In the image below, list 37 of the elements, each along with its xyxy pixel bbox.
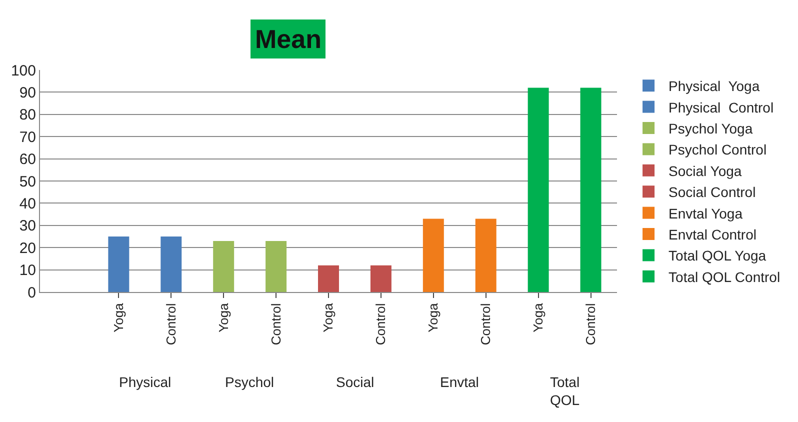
y-tick-label: 50 bbox=[19, 173, 36, 190]
y-tick-label: 0 bbox=[28, 284, 36, 302]
legend-label: Envtal Yoga bbox=[668, 205, 743, 222]
legend-label: Total QOL Control bbox=[668, 268, 780, 285]
x-tick-label: Yoga bbox=[216, 302, 231, 332]
legend-label: Psychol Yoga bbox=[668, 120, 753, 136]
x-tick-label: Control bbox=[478, 303, 494, 346]
y-tick-label: 10 bbox=[19, 262, 36, 280]
x-tick-label: Control bbox=[582, 303, 598, 346]
y-tick-label: 70 bbox=[19, 128, 36, 146]
legend-label: Psychol Control bbox=[668, 142, 767, 158]
y-tick-label: 30 bbox=[19, 218, 36, 235]
legend-label: Social Control bbox=[668, 184, 756, 200]
x-tick-label: Yoga bbox=[530, 302, 546, 332]
x-tick-label: Yoga bbox=[110, 302, 126, 332]
y-tick-label: 60 bbox=[19, 151, 36, 168]
legend-label: Total QOL Yoga bbox=[668, 248, 766, 264]
x-tick-label: Yoga bbox=[320, 302, 336, 332]
y-tick-label: 100 bbox=[10, 62, 36, 80]
legend-label: Physical Yoga bbox=[668, 78, 760, 94]
legend-label: Envtal Control bbox=[668, 226, 756, 242]
text: Social bbox=[336, 374, 374, 390]
x-tick-label: Yoga bbox=[426, 302, 441, 332]
text: Physical bbox=[119, 374, 172, 390]
text: Psychol bbox=[225, 374, 274, 390]
x-tick-label: Control bbox=[268, 303, 284, 346]
y-tick-label: 90 bbox=[19, 84, 36, 102]
y-tick-label: 80 bbox=[19, 106, 36, 124]
legend-label: Physical Control bbox=[668, 99, 774, 116]
text: Total QOL bbox=[550, 374, 580, 408]
x-tick-label: Control bbox=[163, 303, 178, 346]
text: Envtal bbox=[440, 374, 479, 390]
y-tick-label: 20 bbox=[19, 240, 36, 257]
x-tick-label: Control bbox=[373, 303, 388, 346]
chart-title: Mean bbox=[255, 24, 322, 54]
y-tick-label: 40 bbox=[19, 195, 36, 212]
legend-label: Social Yoga bbox=[668, 162, 742, 179]
